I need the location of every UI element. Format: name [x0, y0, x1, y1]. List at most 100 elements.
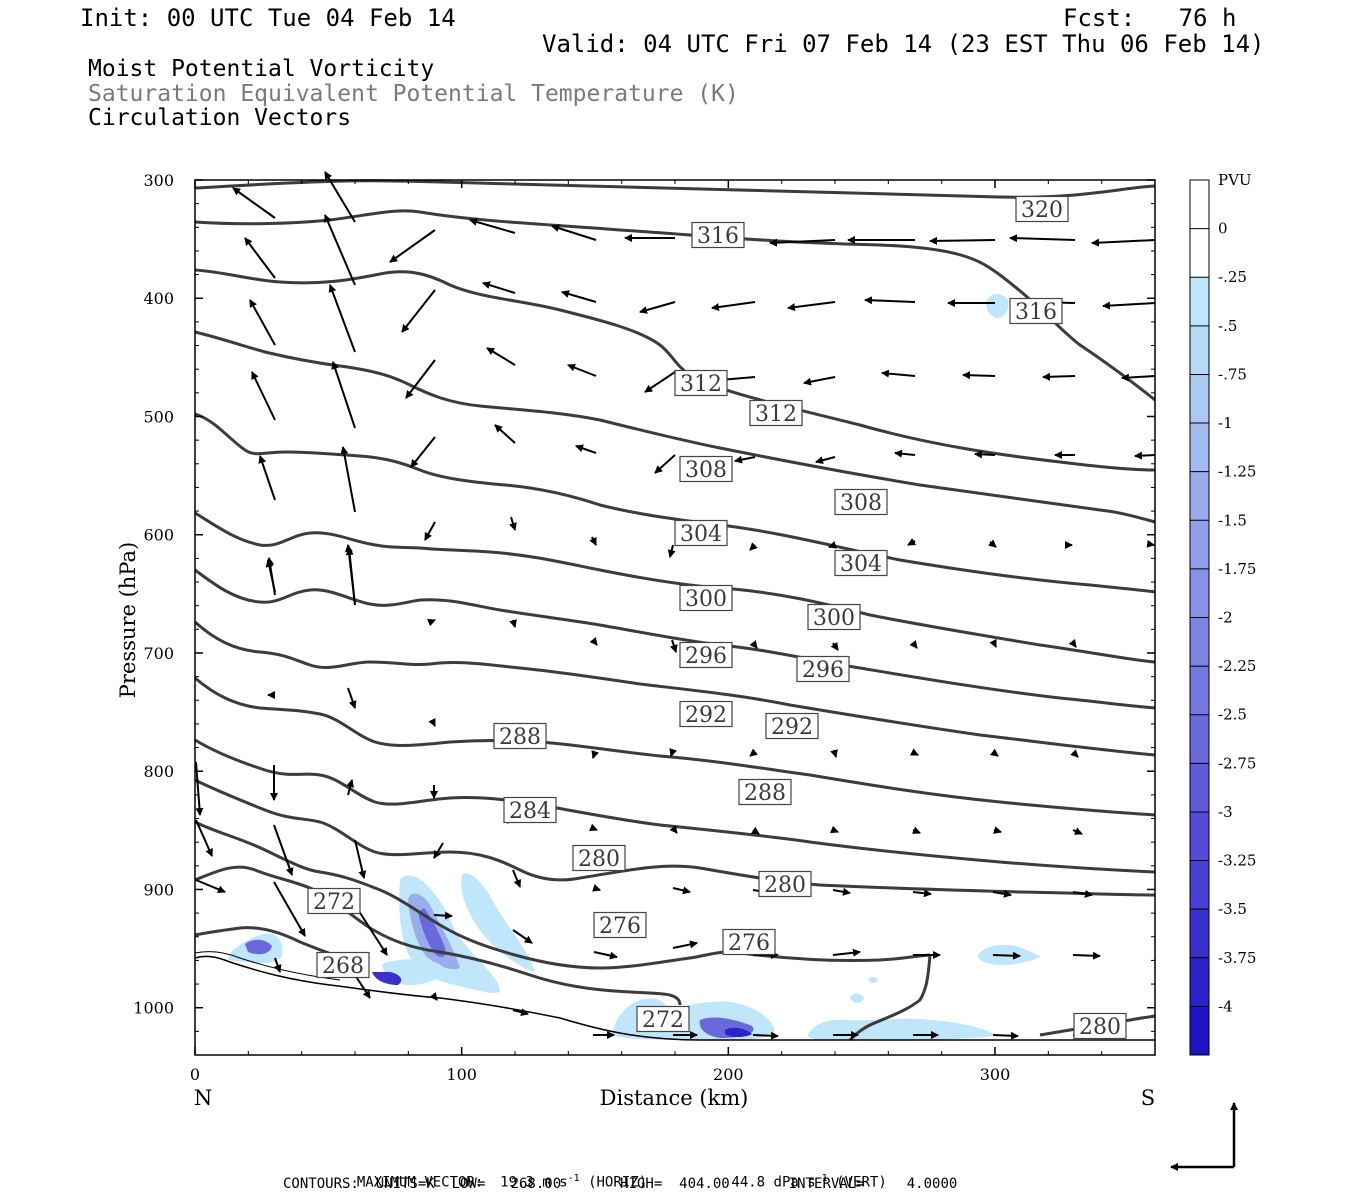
y-axis-label: Pressure (hPa): [116, 542, 140, 698]
contour-labels: 320 316 316 312 312 308 308 304 304 300 300 296 296 2…: [307, 195, 1127, 1040]
circulation-vector: [787, 301, 836, 312]
circulation-vector: [734, 455, 756, 464]
y-tick-label: 600: [143, 526, 174, 545]
circulation-vector: [639, 301, 676, 314]
circulation-vector: [195, 819, 213, 857]
circulation-vector: [749, 542, 758, 551]
circulation-vector: [894, 449, 916, 458]
svg-text:312: 312: [680, 372, 722, 397]
reference-vector: [1170, 1102, 1238, 1171]
pv-region: [850, 993, 864, 1003]
svg-text:288: 288: [744, 781, 786, 806]
contour-label: 272: [636, 1005, 690, 1033]
contour-label: 276: [722, 928, 776, 956]
circulation-vector: [244, 237, 276, 279]
circulation-vectors: [195, 171, 1156, 1040]
circulation-vector: [1072, 951, 1101, 960]
max-vector-label: MAXIMUM VECTOR:: [356, 1174, 484, 1191]
circulation-vector: [494, 424, 516, 444]
terrain-line: [194, 951, 341, 981]
svg-text:280: 280: [578, 847, 620, 872]
svg-text:312: 312: [755, 402, 797, 427]
x-axis: 0 100 200 300: [190, 180, 1103, 1084]
contour-label: 300: [807, 603, 861, 631]
circulation-vector: [669, 639, 678, 653]
theta-contours: [193, 179, 1156, 1042]
circulation-vector: [711, 301, 756, 311]
circulation-vector: [962, 371, 996, 380]
svg-text:272: 272: [642, 1008, 684, 1033]
circulation-vector: [830, 641, 839, 651]
svg-text:296: 296: [802, 658, 844, 683]
colorbar-label: -2.5: [1218, 706, 1247, 724]
circulation-vector: [410, 436, 436, 468]
circulation-vector: [672, 886, 691, 895]
contour-label: 292: [679, 700, 733, 728]
colorbar-swatch: [1190, 568, 1209, 618]
colorbar-label: -1.75: [1218, 560, 1256, 578]
y-tick-label: 900: [143, 880, 174, 899]
north-label: N: [194, 1086, 212, 1110]
circulation-vector: [561, 290, 597, 303]
circulation-vector: [428, 717, 436, 727]
svg-text:316: 316: [1015, 300, 1057, 325]
contour-label: 312: [674, 369, 728, 397]
circulation-vector: [1070, 749, 1079, 758]
x-tick-label: 0: [190, 1065, 200, 1084]
forecast-hour: Fcst: 76 h: [1063, 4, 1237, 32]
circulation-vector: [324, 214, 356, 286]
circulation-vector: [832, 948, 861, 957]
circulation-vector: [752, 1031, 779, 1040]
y-tick-label: 500: [143, 407, 174, 426]
circulation-vector: [575, 444, 597, 454]
circulation-vector: [750, 826, 760, 835]
x-tick-label: 200: [713, 1065, 744, 1084]
max-vector-horiz: 19.3 m s: [500, 1174, 568, 1191]
x-axis-label: Distance (km): [600, 1086, 749, 1110]
colorbar-swatch: [1190, 860, 1209, 910]
colorbar-label: -3.75: [1218, 949, 1256, 967]
contour-label: 284: [503, 796, 557, 824]
circulation-vector: [993, 826, 1002, 834]
circulation-vector: [864, 296, 916, 305]
contour-label: 308: [834, 488, 888, 516]
svg-text:292: 292: [771, 715, 813, 740]
circulation-vector: [433, 842, 444, 859]
circulation-vector: [669, 825, 678, 834]
circulation-vector: [974, 450, 996, 459]
colorbar-label: -3.25: [1218, 852, 1256, 870]
circulation-vector: [251, 371, 276, 421]
circulation-vector: [589, 536, 597, 546]
circulation-vector: [486, 347, 516, 366]
contour-label: 308: [679, 455, 733, 483]
colorbar-label: -.75: [1218, 365, 1247, 383]
pv-region: [725, 1027, 752, 1037]
contour-label: 304: [834, 549, 888, 577]
contour-line: [194, 568, 1156, 710]
circulation-vector: [427, 618, 436, 627]
x-tick-label: 100: [446, 1065, 477, 1084]
circulation-vector: [1134, 451, 1156, 460]
contour-label: 320: [1015, 195, 1069, 223]
colorbar-label: -3.5: [1218, 900, 1247, 918]
circulation-vector: [249, 299, 276, 346]
circulation-vector: [769, 238, 836, 247]
contour-line: [194, 778, 1156, 897]
circulation-vector: [354, 974, 371, 999]
svg-text:300: 300: [813, 606, 855, 631]
contour-label: 280: [758, 870, 812, 898]
max-vector-vert: 44.8 dPa s: [731, 1174, 816, 1191]
circulation-vector: [1121, 373, 1156, 382]
circulation-vector: [1091, 238, 1156, 247]
svg-text:280: 280: [764, 873, 806, 898]
circulation-vector: [988, 539, 997, 548]
contour-label: 316: [1009, 297, 1063, 325]
circulation-vector: [512, 869, 522, 888]
vert-tag: (VERT): [836, 1174, 887, 1191]
circulation-vector: [911, 826, 921, 834]
contour-label: 288: [738, 778, 792, 806]
circulation-vector: [828, 540, 837, 549]
circulation-vector: [1009, 234, 1076, 243]
contour-label: 288: [493, 722, 547, 750]
